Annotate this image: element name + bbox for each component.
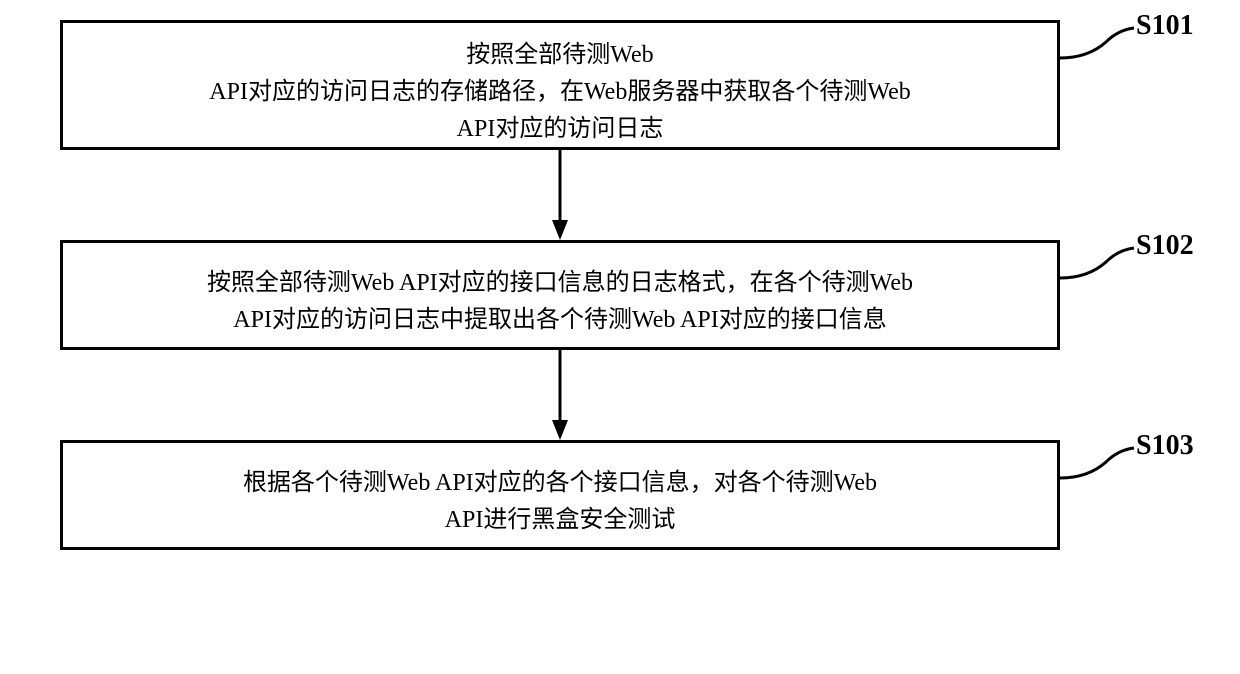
step-line: API对应的访问日志 <box>457 116 664 142</box>
step-label: S101 <box>1136 10 1194 42</box>
flow-arrow <box>550 150 570 242</box>
flowchart-step: 根据各个待测Web API对应的各个接口信息，对各个待测Web API进行黑盒安… <box>60 440 1060 550</box>
step-line: API对应的访问日志的存储路径，在Web服务器中获取各个待测Web <box>209 79 910 105</box>
step-text: 按照全部待测Web API对应的访问日志的存储路径，在Web服务器中获取各个待测… <box>103 37 1017 149</box>
step-label: S102 <box>1136 230 1194 262</box>
step-line: 按照全部待测Web <box>466 42 653 68</box>
flow-arrow <box>550 350 570 442</box>
step-line: API进行黑盒安全测试 <box>445 507 676 533</box>
flowchart-step: 按照全部待测Web API对应的访问日志的存储路径，在Web服务器中获取各个待测… <box>60 20 1060 150</box>
step-line: 根据各个待测Web API对应的各个接口信息，对各个待测Web <box>243 470 877 496</box>
flowchart-step: 按照全部待测Web API对应的接口信息的日志格式，在各个待测Web API对应… <box>60 240 1060 350</box>
callout-curve <box>1058 22 1136 62</box>
callout-curve <box>1058 242 1136 282</box>
step-line: 按照全部待测Web API对应的接口信息的日志格式，在各个待测Web <box>207 270 913 296</box>
step-label: S103 <box>1136 430 1194 462</box>
step-text: 按照全部待测Web API对应的接口信息的日志格式，在各个待测Web API对应… <box>103 265 1017 339</box>
step-line: API对应的访问日志中提取出各个待测Web API对应的接口信息 <box>233 307 886 333</box>
callout-curve <box>1058 442 1136 482</box>
step-text: 根据各个待测Web API对应的各个接口信息，对各个待测Web API进行黑盒安… <box>103 465 1017 539</box>
